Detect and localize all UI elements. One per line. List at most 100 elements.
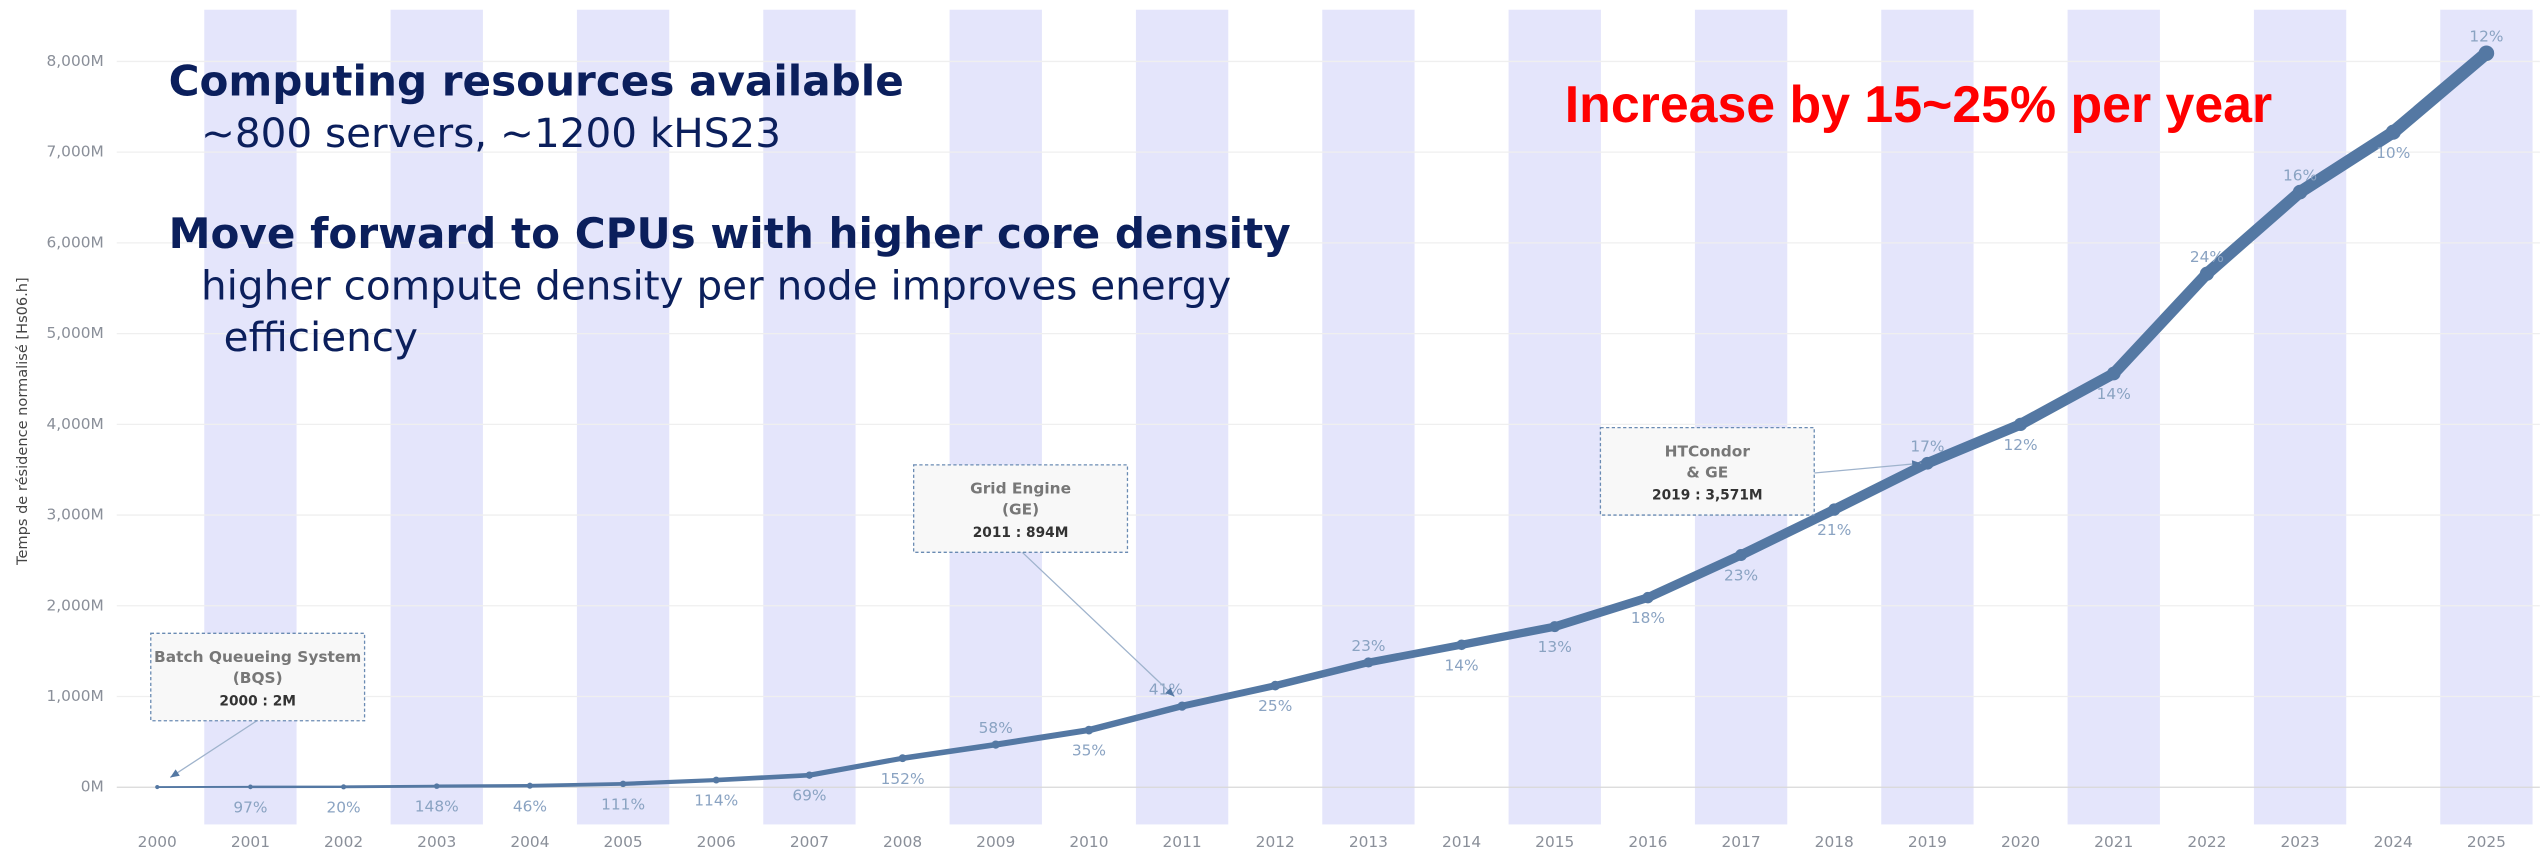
band <box>390 9 483 825</box>
line-segment <box>713 772 812 783</box>
point <box>619 780 627 788</box>
line-segment <box>342 784 439 789</box>
x-tick-label: 2019 <box>1908 833 1947 851</box>
annotation-text: & GE <box>1686 463 1728 481</box>
annotation-text: (GE) <box>1002 501 1039 519</box>
x-tick-label: 2012 <box>1256 833 1295 851</box>
point <box>805 771 814 779</box>
growth-label: 13% <box>1538 638 1572 656</box>
band <box>2067 9 2160 825</box>
annotation-box <box>1599 426 1815 516</box>
arrow-head <box>1911 460 1922 468</box>
x-tick-label: 2000 <box>138 833 177 851</box>
x-tick-label: 2010 <box>1069 833 1108 851</box>
y-tick-label: 2,000M <box>47 596 104 614</box>
x-tick-label: 2009 <box>976 833 1015 851</box>
growth-label: 14% <box>1444 656 1478 674</box>
growth-label: 23% <box>1351 637 1385 655</box>
y-tick-label: 7,000M <box>47 143 104 161</box>
point <box>898 754 907 763</box>
x-tick-label: 2023 <box>2281 833 2320 851</box>
x-tick-label: 2002 <box>324 833 363 851</box>
x-tick-label: 2003 <box>417 833 456 851</box>
annotation-arrow <box>1020 550 1175 697</box>
band <box>1508 9 1601 825</box>
line-segment <box>1271 658 1373 690</box>
annotation-detail: 2019 : 3,571M <box>1652 488 1763 504</box>
y-tick-label: 8,000M <box>47 52 104 70</box>
point <box>1084 725 1094 735</box>
band <box>949 9 1042 825</box>
y-tick-label: 0M <box>81 778 104 796</box>
growth-label: 12% <box>2003 436 2037 454</box>
point <box>2478 45 2495 62</box>
x-tick-label: 2004 <box>510 833 549 851</box>
x-tick-label: 2018 <box>1815 833 1854 851</box>
annotation-box <box>913 464 1129 553</box>
x-tick-label: 2021 <box>2094 833 2133 851</box>
point <box>991 740 1000 749</box>
growth-label: 16% <box>2283 166 2317 184</box>
annotation-arrow <box>169 718 260 779</box>
annotation-box <box>150 632 366 722</box>
line-segment <box>2015 368 2120 430</box>
line-segment <box>1085 702 1186 734</box>
growth-label: 17% <box>1910 438 1944 456</box>
line-segment <box>1364 640 1466 667</box>
line-segment <box>528 782 625 788</box>
band <box>2253 9 2347 825</box>
point <box>1270 680 1281 691</box>
growth-label: 111% <box>601 795 645 813</box>
point <box>1177 701 1187 711</box>
point <box>2106 366 2121 381</box>
line-segment <box>1457 622 1559 649</box>
line-segment <box>2200 186 2307 280</box>
y-tick-label: 4,000M <box>47 415 104 433</box>
line-segment <box>1829 458 1933 515</box>
x-tick-label: 2008 <box>883 833 922 851</box>
annotation-text: Batch Queueing System <box>154 648 361 666</box>
point <box>1456 639 1467 651</box>
growth-label: 25% <box>1258 697 1292 715</box>
growth-label: 12% <box>2469 28 2503 46</box>
arrow-head <box>1165 687 1175 697</box>
line-segment <box>1922 419 2026 469</box>
annotation-text: Grid Engine <box>970 480 1071 498</box>
band <box>1881 9 1974 825</box>
text-line: efficiency <box>224 313 418 361</box>
band <box>576 9 670 825</box>
heading: Computing resources available <box>169 57 904 106</box>
annotation-detail: 2011 : 894M <box>973 525 1069 541</box>
point <box>433 783 440 789</box>
marks <box>155 45 2495 790</box>
x-tick-label: 2016 <box>1628 833 1667 851</box>
x-tick-label: 2006 <box>697 833 736 851</box>
line-segment <box>1178 682 1279 710</box>
point <box>2199 266 2215 281</box>
highlight: Increase by 15~25% per year <box>1565 75 2272 133</box>
band <box>1135 9 1229 825</box>
point <box>712 776 720 784</box>
x-tick-label: 2007 <box>790 833 829 851</box>
growth-label: 41% <box>1149 680 1183 698</box>
arrow-head <box>170 769 180 778</box>
point <box>155 784 160 790</box>
point <box>1642 591 1654 604</box>
point <box>1828 503 1841 516</box>
line-segment <box>2293 126 2400 199</box>
point <box>2385 124 2401 140</box>
heading: Move forward to CPUs with higher core de… <box>169 209 1291 258</box>
line-segment <box>1643 550 1746 603</box>
point <box>2013 417 2028 431</box>
line-segment <box>2108 267 2213 380</box>
line-segment <box>620 777 719 786</box>
growth-label: 114% <box>694 792 738 810</box>
point <box>1549 621 1561 633</box>
y-tick-label: 6,000M <box>47 233 104 251</box>
x-tick-label: 2001 <box>231 833 270 851</box>
point <box>526 782 533 789</box>
x-tick-label: 2020 <box>2001 833 2040 851</box>
y-tick-label: 5,000M <box>47 324 104 342</box>
growth-label: 24% <box>2190 248 2224 266</box>
growth-label: 18% <box>1631 609 1665 627</box>
